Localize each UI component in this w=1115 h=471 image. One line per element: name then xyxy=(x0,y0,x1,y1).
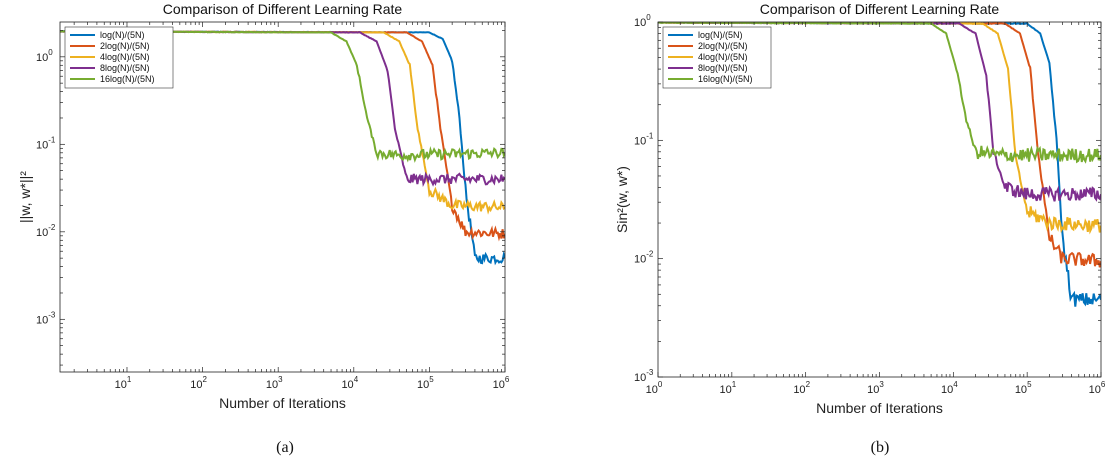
legend-entry: 2log(N)/(5N) xyxy=(100,41,150,51)
x-tick-label: 101 xyxy=(719,380,736,396)
y-tick-label: 10-3 xyxy=(36,310,56,326)
x-tick-label: 103 xyxy=(867,380,884,396)
axes-box xyxy=(59,21,506,373)
legend-entry: 4log(N)/(5N) xyxy=(698,52,748,62)
x-tick-label: 106 xyxy=(493,375,510,391)
legend-entry: 16log(N)/(5N) xyxy=(698,74,753,84)
legend: log(N)/(5N)2log(N)/(5N)4log(N)/(5N)8log(… xyxy=(662,26,772,89)
x-tick-label: 102 xyxy=(190,375,207,391)
y-tick-label: 10-1 xyxy=(634,131,654,147)
y-tick-label: 100 xyxy=(36,48,53,64)
chart-a: 101 102 103 104 105 106 10-3 10-2 10-1 100 Compari… xyxy=(17,1,510,456)
y-tick-label: 10-1 xyxy=(36,135,56,151)
x-tick-label: 100 xyxy=(646,380,663,396)
legend-entry: log(N)/(5N) xyxy=(100,30,145,40)
y-tick-label: 10-2 xyxy=(36,223,56,239)
y-axis-label: Sin²(w, w*) xyxy=(614,166,630,233)
x-tick-label: 104 xyxy=(941,380,958,396)
legend-entry: log(N)/(5N) xyxy=(698,30,743,40)
legend-entry: 16log(N)/(5N) xyxy=(100,74,155,84)
x-tick-label: 103 xyxy=(266,375,283,391)
x-tick-label: 104 xyxy=(341,375,358,391)
legend: log(N)/(5N)2log(N)/(5N)4log(N)/(5N)8log(… xyxy=(64,26,174,89)
x-tick-label: 106 xyxy=(1089,380,1106,396)
y-tick-label: 100 xyxy=(634,13,651,29)
legend-entry: 4log(N)/(5N) xyxy=(100,52,150,62)
legend-entry: 8log(N)/(5N) xyxy=(100,63,150,73)
y-tick-label: 10-2 xyxy=(634,250,654,266)
x-axis-label: Number of Iterations xyxy=(816,400,943,416)
chart-b: 100 101 102 103 104 105 106 10-3 10-2 10-1 100 Comp… xyxy=(614,1,1106,456)
chart-title: Comparison of Different Learning Rate xyxy=(760,1,1000,17)
figure-caption: (b) xyxy=(871,439,890,456)
x-tick-label: 102 xyxy=(793,380,810,396)
figure-caption: (a) xyxy=(276,439,294,456)
x-tick-label: 101 xyxy=(115,375,132,391)
y-axis-label: ||w, w*||² xyxy=(17,171,33,223)
legend-entry: 2log(N)/(5N) xyxy=(698,41,748,51)
x-axis-label: Number of Iterations xyxy=(219,395,346,411)
chart-title: Comparison of Different Learning Rate xyxy=(163,1,403,17)
legend-entry: 8log(N)/(5N) xyxy=(698,63,748,73)
y-tick-label: 10-3 xyxy=(634,368,654,384)
x-tick-label: 105 xyxy=(417,375,434,391)
x-tick-label: 105 xyxy=(1015,380,1032,396)
